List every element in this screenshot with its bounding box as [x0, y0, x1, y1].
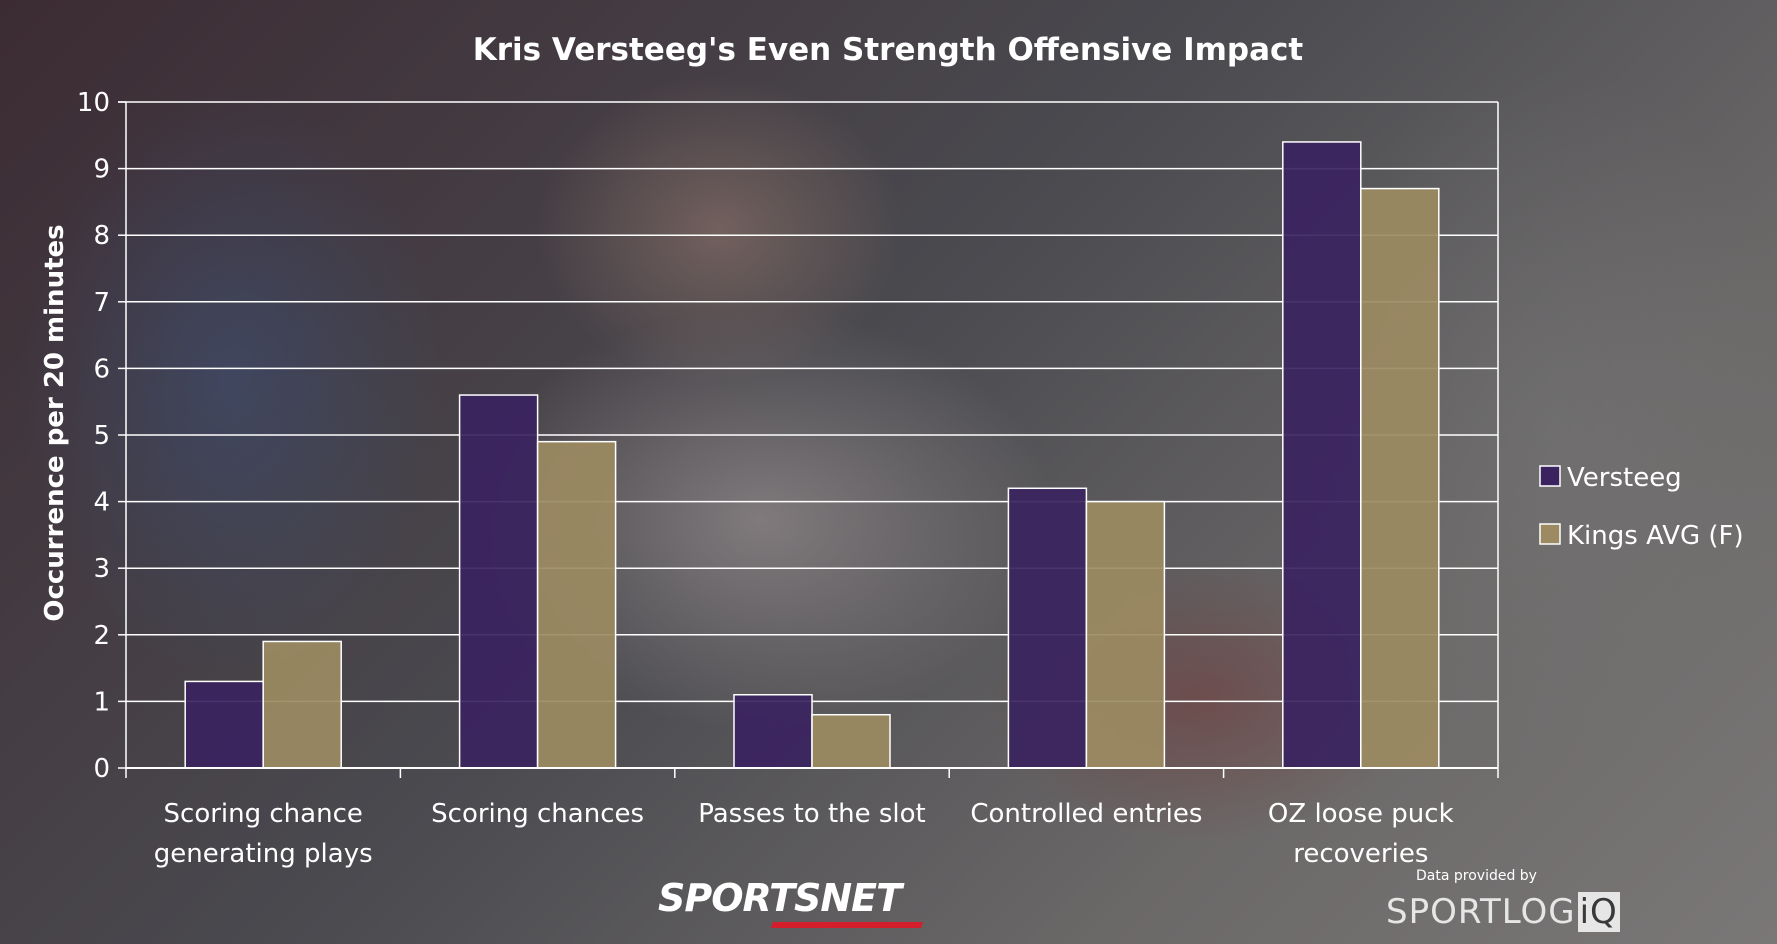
sportlogiq-logo: SPORTLOG iQ [1386, 892, 1620, 932]
credit-label: Data provided by [1416, 868, 1537, 884]
y-axis-label: Occurrence per 20 minutes [40, 224, 70, 621]
x-tick-label: Scoring chance [164, 799, 363, 829]
y-tick-label: 6 [93, 354, 110, 384]
bars [184, 141, 1440, 769]
y-tick-label: 8 [93, 221, 110, 251]
y-tick-label: 5 [93, 421, 110, 451]
bar-kings-avg-f [1085, 500, 1166, 769]
data-credit: Data provided by SPORTLOG iQ [1386, 868, 1656, 932]
legend: Versteeg Kings AVG (F) [1539, 463, 1744, 551]
bar-versteeg [458, 394, 539, 769]
chart-title: Kris Versteeg's Even Strength Offensive … [473, 32, 1304, 68]
y-tick-label: 7 [93, 288, 110, 318]
bar-versteeg [1282, 141, 1362, 769]
axes [118, 101, 1499, 778]
y-tick-labels: 0 1 2 3 4 5 6 7 8 9 10 [77, 88, 110, 784]
bar-kings-avg-f [811, 713, 891, 769]
legend-label: Versteeg [1567, 463, 1682, 493]
y-tick-label: 2 [93, 621, 110, 651]
x-tick-label: Passes to the slot [698, 799, 926, 829]
y-tick-label: 0 [93, 754, 110, 784]
legend-label: Kings AVG (F) [1567, 521, 1744, 551]
bar-kings-avg-f [262, 640, 342, 769]
legend-swatch [1539, 465, 1561, 487]
x-tick-labels: Scoring chance generating plays Scoring ch… [154, 799, 1454, 869]
y-tick-label: 10 [77, 88, 110, 118]
bar-versteeg [733, 693, 813, 769]
x-tick-label: generating plays [154, 839, 373, 869]
x-tick-label: Scoring chances [431, 799, 644, 829]
x-tick-label: Controlled entries [970, 799, 1202, 829]
legend-swatch [1539, 523, 1561, 545]
y-tick-label: 1 [93, 687, 110, 717]
y-tick-label: 9 [93, 155, 110, 185]
sportsnet-logo: SPORTSNET [652, 874, 972, 934]
y-tick-label: 3 [93, 554, 110, 584]
x-tick-label: OZ loose puck [1268, 799, 1454, 829]
gridlines [126, 101, 1498, 703]
bar-versteeg [1007, 487, 1088, 769]
bar-kings-avg-f [1360, 187, 1440, 769]
x-tick-label: recoveries [1293, 839, 1428, 869]
bar-kings-avg-f [536, 440, 617, 769]
y-tick-label: 4 [93, 488, 110, 518]
bar-versteeg [184, 680, 264, 769]
